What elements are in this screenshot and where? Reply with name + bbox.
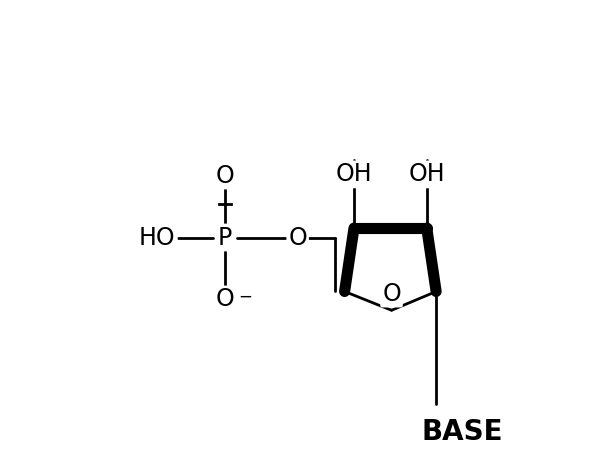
Text: O: O: [382, 282, 401, 305]
Text: OH: OH: [335, 162, 372, 186]
Text: O: O: [215, 287, 234, 312]
Text: BASE: BASE: [421, 418, 503, 446]
Text: O: O: [215, 163, 234, 188]
Text: −: −: [238, 287, 252, 305]
Text: OH: OH: [409, 162, 445, 186]
Text: HO: HO: [139, 226, 176, 249]
Text: P: P: [218, 226, 232, 249]
Text: O: O: [288, 226, 307, 249]
